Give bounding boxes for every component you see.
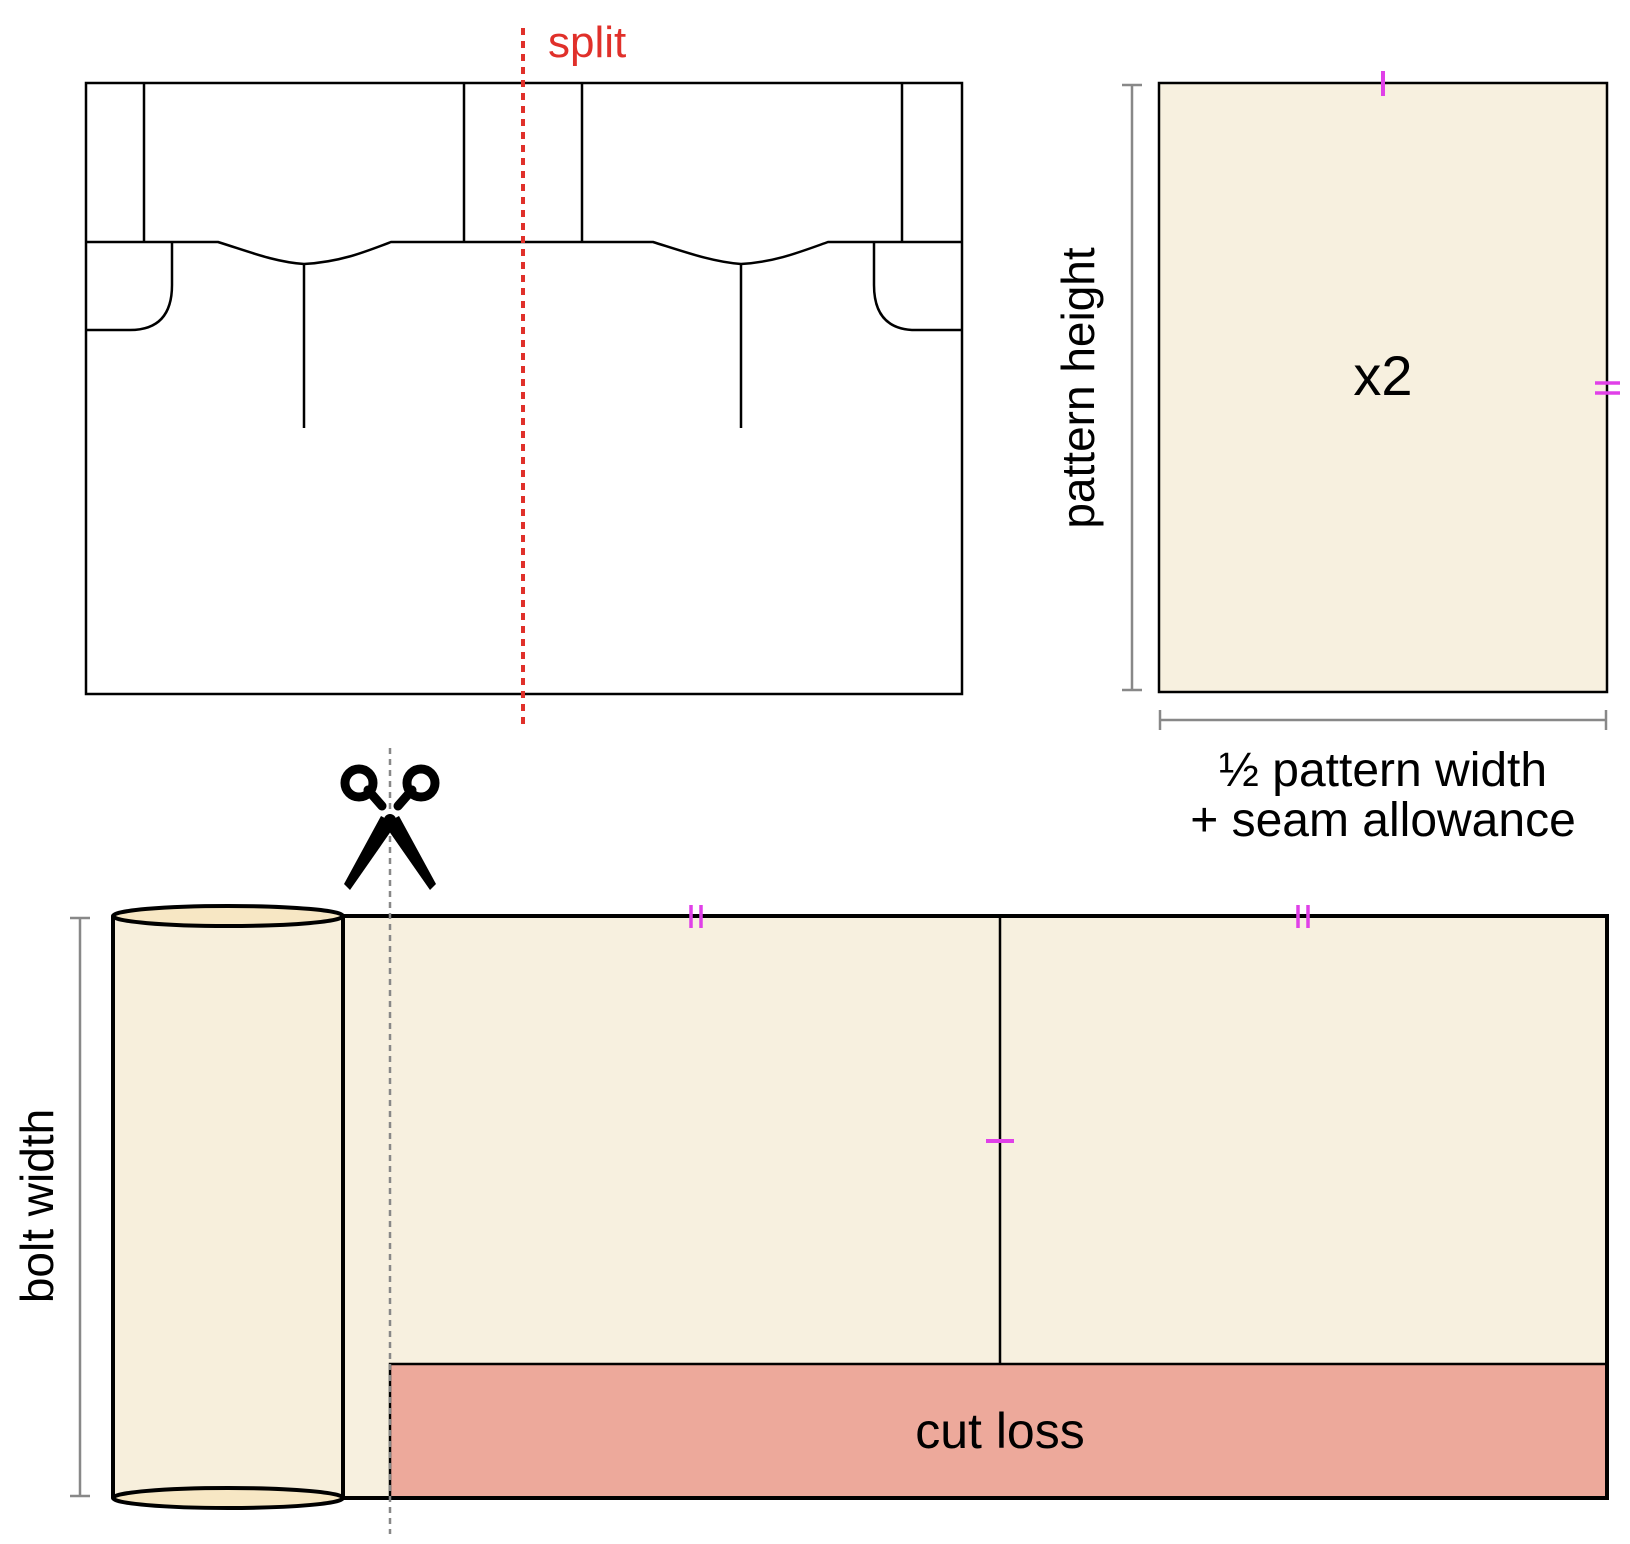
pattern-height-dimension — [1122, 83, 1142, 692]
pattern-height-label: pattern height — [1052, 247, 1104, 529]
half-width-label-line2: + seam allowance — [1190, 794, 1576, 847]
roll-body — [113, 916, 343, 1498]
half-panel: x2 — [1157, 71, 1620, 694]
multiplier-label: x2 — [1353, 344, 1412, 407]
bolt-width-dimension — [70, 916, 90, 1498]
left-corner-curve — [86, 242, 174, 332]
half-width-label-line1: ½ pattern width — [1219, 744, 1547, 797]
right-corner-curve — [872, 242, 962, 332]
half-width-dimension — [1158, 710, 1608, 730]
split-label: split — [548, 18, 626, 67]
scissors-icon — [340, 764, 440, 890]
roll-top-end — [111, 904, 345, 928]
fabric-roll — [110, 904, 346, 1510]
cut-loss-label: cut loss — [915, 1403, 1085, 1459]
cut-loss-area — [388, 1362, 1609, 1500]
roll-bottom-end — [110, 1486, 346, 1510]
bolt-width-label: bolt width — [11, 1109, 63, 1303]
fabric-notches — [689, 905, 1310, 1143]
half-panel-rect — [1157, 81, 1609, 694]
